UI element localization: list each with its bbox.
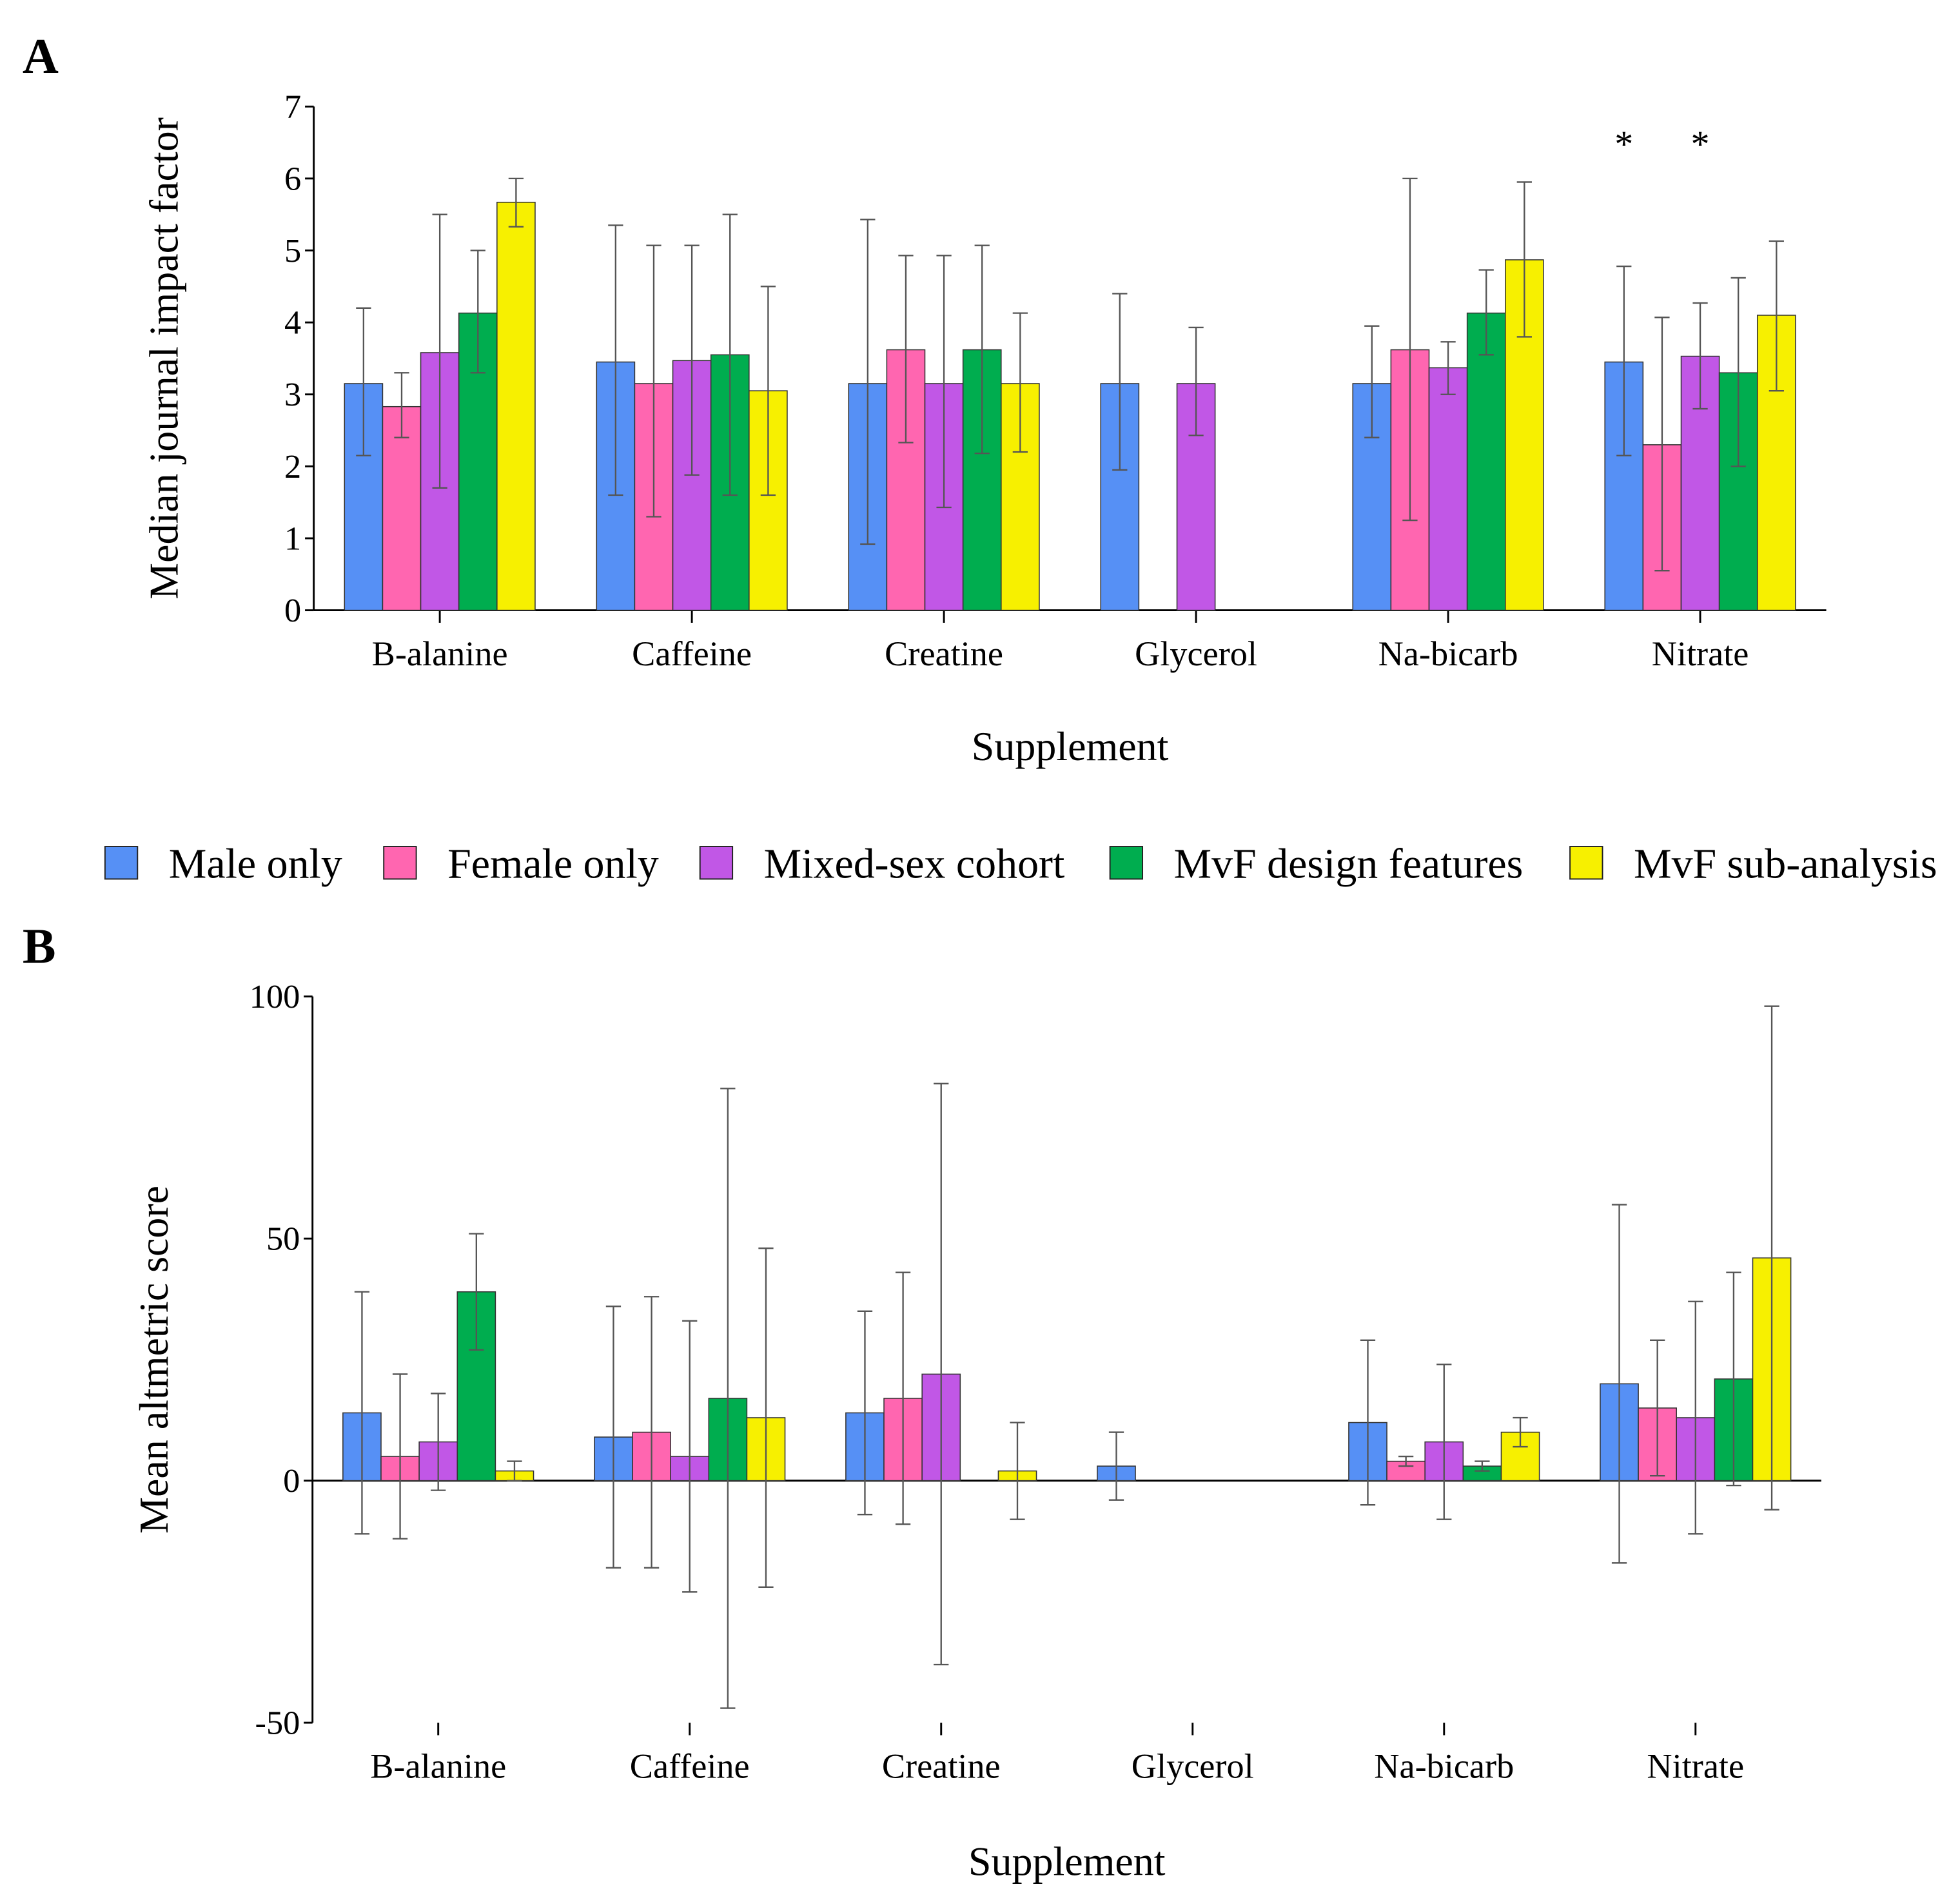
chart-b: -50 0 50 100 B-alanine Caffeine Creatine Glycer… — [131, 978, 1821, 1884]
x-tick-label: Caffeine — [632, 634, 752, 673]
y-tick-label: 0 — [283, 1462, 300, 1500]
x-tick-label: Na-bicarb — [1374, 1746, 1514, 1785]
legend-label: Male only — [169, 840, 342, 887]
legend-swatch — [699, 846, 734, 880]
panel-label-a: A — [23, 28, 59, 84]
y-axis-title: Mean altmetric score — [131, 1186, 177, 1534]
y-tick-label: 50 — [266, 1220, 300, 1258]
y-tick-label: 4 — [284, 304, 301, 342]
y-tick-label: 2 — [284, 448, 301, 485]
y-tick-label: 100 — [250, 978, 300, 1015]
x-axis-title: Supplement — [972, 723, 1169, 769]
legend-label: Mixed-sex cohort — [764, 840, 1065, 887]
x-axis-title: Supplement — [968, 1839, 1166, 1884]
y-tick-label: 6 — [284, 160, 301, 197]
significance-asterisk: * — [1691, 123, 1710, 165]
legend: Male only Female only Mixed-sex cohort MvF … — [104, 840, 1937, 887]
y-tick-label: -50 — [255, 1705, 300, 1742]
panel-label-b: B — [23, 918, 56, 973]
x-tick-label: Nitrate — [1647, 1746, 1744, 1785]
x-tick-label: Glycerol — [1132, 1746, 1254, 1785]
y-axis-title: Median journal impact factor — [141, 117, 186, 600]
legend-label: MvF sub-analysis — [1634, 840, 1937, 887]
bar-mvf-design-features — [1466, 312, 1506, 611]
x-tick-label: Nitrate — [1652, 634, 1749, 673]
y-tick-label: 0 — [284, 592, 301, 629]
bar-mvf-sub-analysis — [496, 201, 536, 611]
x-tick-label: B-alanine — [370, 1746, 506, 1785]
y-tick-label: 5 — [284, 232, 301, 269]
x-tick-label: Creatine — [885, 634, 1003, 673]
y-tick-label: 1 — [284, 520, 301, 557]
legend-swatch — [1569, 846, 1603, 880]
significance-asterisk: * — [1614, 123, 1633, 165]
legend-swatch — [104, 846, 139, 880]
x-tick-label: Glycerol — [1135, 634, 1257, 673]
x-tick-label: B-alanine — [372, 634, 508, 673]
legend-label: Female only — [447, 840, 659, 887]
x-tick-label: Caffeine — [630, 1746, 750, 1785]
legend-swatch — [383, 846, 417, 880]
x-tick-label: Creatine — [882, 1746, 1001, 1785]
legend-label: MvF design features — [1174, 840, 1524, 887]
y-tick-label: 3 — [284, 376, 301, 413]
legend-swatch — [1109, 846, 1144, 880]
y-tick-label: 7 — [284, 88, 301, 126]
chart-a: 0 1 2 3 4 5 6 7 B-alanine Caffeine Creatine Glycero… — [141, 88, 1827, 769]
bar-mixed-sex-cohort — [1428, 367, 1468, 611]
x-tick-label: Na-bicarb — [1378, 634, 1518, 673]
